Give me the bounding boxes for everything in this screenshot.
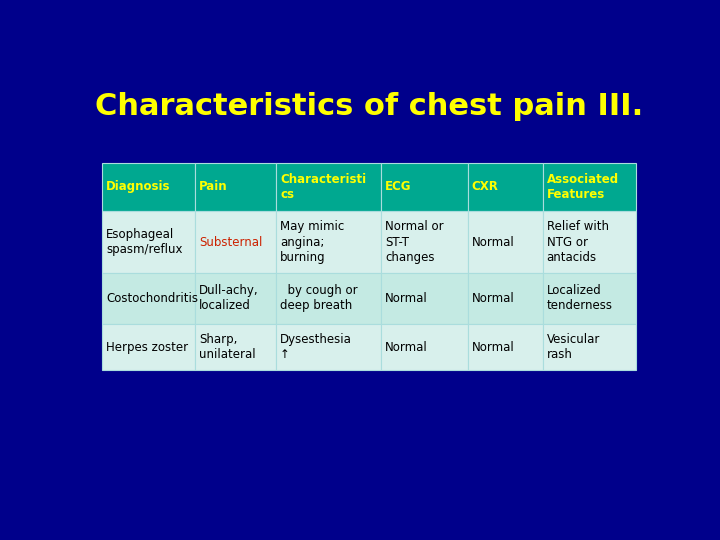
Bar xyxy=(276,163,381,211)
Text: CXR: CXR xyxy=(472,180,499,193)
Text: ECG: ECG xyxy=(385,180,411,193)
Bar xyxy=(381,163,468,211)
Text: Normal: Normal xyxy=(472,292,515,305)
Text: Esophageal
spasm/reflux: Esophageal spasm/reflux xyxy=(106,228,183,256)
Bar xyxy=(102,323,195,370)
Text: Characteristics of chest pain III.: Characteristics of chest pain III. xyxy=(95,92,643,121)
Text: Pain: Pain xyxy=(199,180,228,193)
Bar xyxy=(543,323,636,370)
Text: Sharp,
unilateral: Sharp, unilateral xyxy=(199,333,256,361)
Bar xyxy=(102,163,195,211)
Text: Normal: Normal xyxy=(385,292,428,305)
Bar xyxy=(468,323,543,370)
Bar xyxy=(195,273,276,323)
Bar xyxy=(276,323,381,370)
Bar xyxy=(543,163,636,211)
Text: May mimic
angina;
burning: May mimic angina; burning xyxy=(280,220,344,264)
Text: Normal: Normal xyxy=(385,341,428,354)
Text: Normal or
ST-T
changes: Normal or ST-T changes xyxy=(385,220,444,264)
Bar xyxy=(468,163,543,211)
Text: Dysesthesia
↑: Dysesthesia ↑ xyxy=(280,333,352,361)
Bar xyxy=(468,211,543,273)
Bar xyxy=(543,211,636,273)
Text: Herpes zoster: Herpes zoster xyxy=(106,341,189,354)
Bar xyxy=(102,273,195,323)
Bar xyxy=(381,273,468,323)
Text: Costochondritis: Costochondritis xyxy=(106,292,198,305)
Text: Characteristi
cs: Characteristi cs xyxy=(280,173,366,201)
Bar xyxy=(195,163,276,211)
Text: Localized
tenderness: Localized tenderness xyxy=(546,284,613,313)
Bar xyxy=(381,323,468,370)
Text: Substernal: Substernal xyxy=(199,235,263,248)
Bar xyxy=(195,323,276,370)
Text: by cough or
deep breath: by cough or deep breath xyxy=(280,284,358,313)
Text: Diagnosis: Diagnosis xyxy=(106,180,171,193)
Bar xyxy=(543,273,636,323)
Text: Relief with
NTG or
antacids: Relief with NTG or antacids xyxy=(546,220,608,264)
Bar xyxy=(102,211,195,273)
Text: Vesicular
rash: Vesicular rash xyxy=(546,333,600,361)
Bar xyxy=(381,211,468,273)
Bar xyxy=(468,273,543,323)
Text: Normal: Normal xyxy=(472,235,515,248)
Text: Normal: Normal xyxy=(472,341,515,354)
Bar xyxy=(276,273,381,323)
Text: Dull-achy,
localized: Dull-achy, localized xyxy=(199,284,258,313)
Text: Associated
Features: Associated Features xyxy=(546,173,619,201)
Bar xyxy=(195,211,276,273)
Bar xyxy=(276,211,381,273)
